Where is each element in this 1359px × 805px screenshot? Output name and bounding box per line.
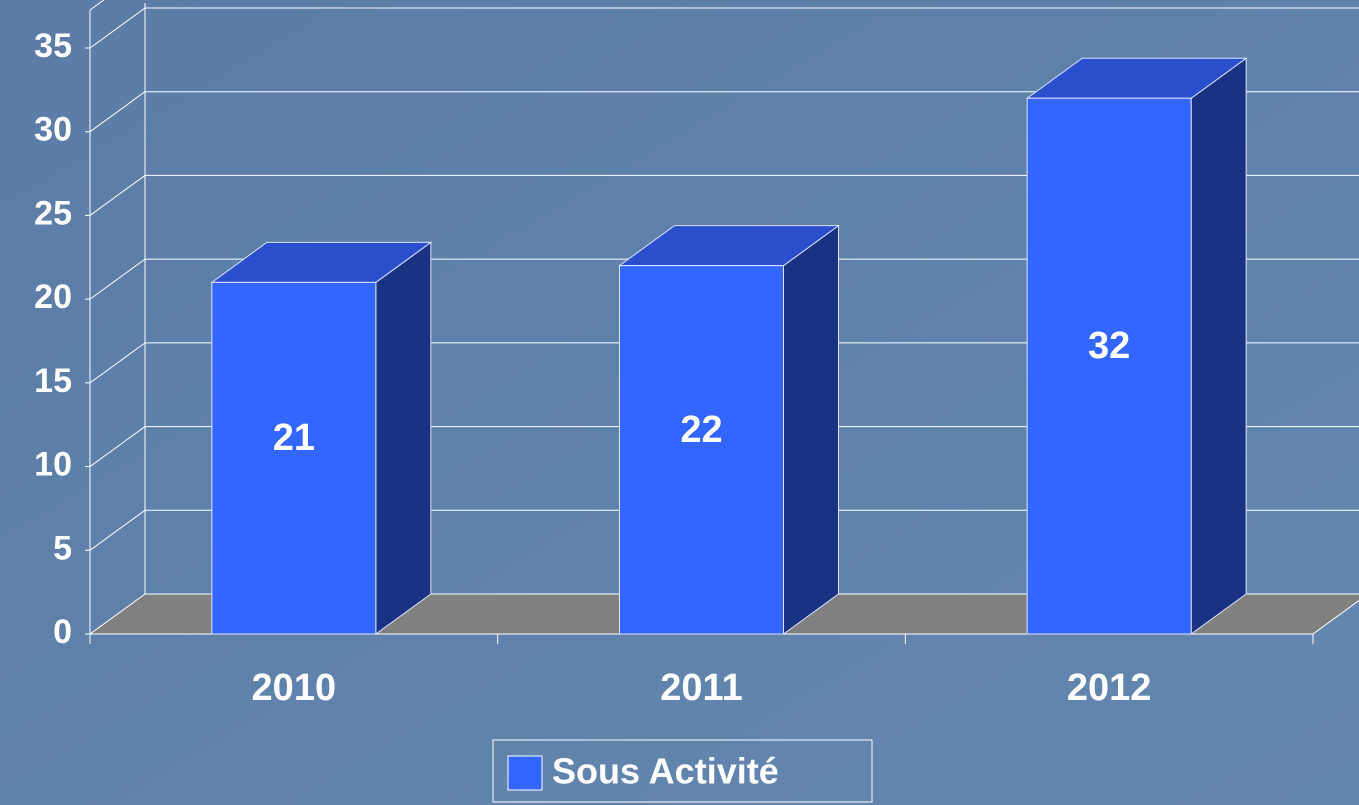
grid-line — [89, 7, 146, 49]
x-tick-label: 2012 — [1067, 667, 1152, 709]
legend-swatch — [507, 755, 543, 791]
y-tick-label: 35 — [34, 27, 72, 65]
grid-line — [89, 426, 146, 467]
legend-label: Sous Activité — [552, 751, 779, 792]
y-tick-label: 20 — [34, 278, 72, 316]
y-tick-label: 0 — [53, 613, 72, 651]
legend-box — [492, 739, 873, 803]
x-tick-label: 2011 — [660, 667, 742, 709]
grid-line — [89, 258, 146, 300]
y-tick-label: 30 — [34, 111, 72, 149]
y-tick-label: 10 — [34, 446, 72, 484]
data-label: 32 — [1088, 325, 1130, 367]
bar-side — [375, 241, 432, 635]
x-tick-label: 2010 — [252, 667, 337, 709]
bar-side — [1190, 57, 1247, 635]
y-tick-label: 25 — [34, 194, 72, 232]
bar — [1026, 97, 1192, 635]
y-tick-label: 15 — [34, 362, 72, 400]
bar — [619, 265, 784, 635]
grid-line — [89, 91, 146, 133]
data-label: 22 — [680, 409, 722, 451]
wall-frame — [89, 0, 105, 634]
grid-line — [89, 175, 146, 216]
grid-line — [89, 342, 146, 384]
bar-side — [783, 224, 839, 635]
bar — [211, 281, 377, 635]
grid-line — [89, 509, 146, 551]
y-tick-label: 5 — [53, 529, 72, 567]
data-label: 21 — [273, 417, 315, 459]
